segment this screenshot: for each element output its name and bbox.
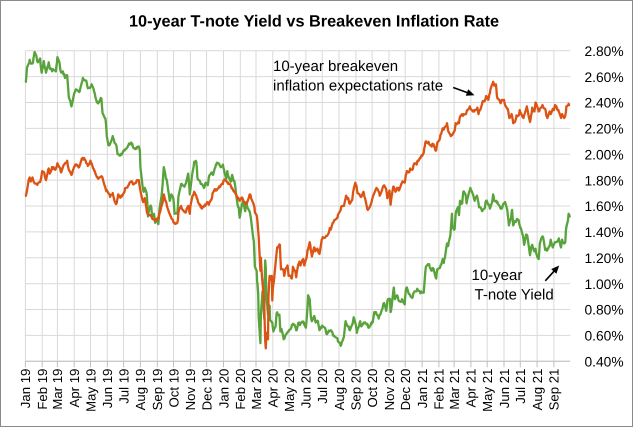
svg-text:Sep 19: Sep 19	[150, 369, 165, 411]
svg-text:10-year: 10-year	[472, 267, 523, 284]
svg-text:Jan 21: Jan 21	[415, 369, 430, 409]
svg-text:1.00%: 1.00%	[585, 277, 624, 292]
svg-text:Jul 19: Jul 19	[116, 369, 131, 404]
svg-text:2.40%: 2.40%	[585, 96, 624, 111]
svg-text:Nov 20: Nov 20	[382, 369, 397, 411]
svg-text:Jun 21: Jun 21	[497, 369, 512, 409]
svg-text:Feb 19: Feb 19	[35, 369, 50, 410]
svg-text:Apr 19: Apr 19	[67, 369, 82, 408]
svg-text:May 20: May 20	[282, 369, 297, 412]
svg-text:Dec 19: Dec 19	[199, 369, 214, 411]
svg-text:May 21: May 21	[480, 369, 495, 412]
svg-text:10-year breakeven: 10-year breakeven	[273, 58, 398, 75]
svg-text:Apr 20: Apr 20	[266, 369, 281, 408]
svg-text:10-year T-note Yield vs Breake: 10-year T-note Yield vs Breakeven Inflat…	[129, 12, 499, 30]
svg-text:1.20%: 1.20%	[585, 251, 624, 266]
svg-text:Feb 20: Feb 20	[233, 369, 248, 410]
svg-text:Oct 19: Oct 19	[166, 369, 181, 408]
svg-text:Dec 20: Dec 20	[398, 369, 413, 411]
svg-text:Jan 20: Jan 20	[216, 369, 231, 409]
svg-text:0.40%: 0.40%	[585, 355, 624, 370]
svg-text:Jan 19: Jan 19	[18, 369, 33, 409]
svg-text:1.80%: 1.80%	[585, 173, 624, 188]
svg-text:Feb 21: Feb 21	[432, 369, 447, 410]
svg-text:2.20%: 2.20%	[585, 122, 624, 137]
svg-text:Mar 20: Mar 20	[249, 369, 264, 410]
svg-text:Mar 21: Mar 21	[447, 369, 462, 410]
svg-text:Jun 19: Jun 19	[100, 369, 115, 409]
svg-text:1.40%: 1.40%	[585, 225, 624, 240]
svg-text:inflation expectations rate: inflation expectations rate	[273, 78, 443, 95]
svg-text:Sep 21: Sep 21	[547, 369, 562, 411]
svg-text:Sep 20: Sep 20	[349, 369, 364, 411]
svg-text:May 19: May 19	[83, 369, 98, 412]
svg-text:Aug 20: Aug 20	[332, 369, 347, 411]
svg-text:2.00%: 2.00%	[585, 147, 624, 162]
svg-text:T-note Yield: T-note Yield	[475, 286, 554, 303]
svg-text:Jun 20: Jun 20	[299, 369, 314, 409]
svg-text:Jul 20: Jul 20	[315, 369, 330, 404]
svg-text:Apr 21: Apr 21	[464, 369, 479, 408]
svg-text:Aug 21: Aug 21	[530, 369, 545, 411]
svg-text:Jul 21: Jul 21	[513, 369, 528, 404]
svg-text:2.60%: 2.60%	[585, 70, 624, 85]
svg-text:0.60%: 0.60%	[585, 329, 624, 344]
svg-text:Aug 19: Aug 19	[133, 369, 148, 411]
svg-text:2.80%: 2.80%	[585, 44, 624, 59]
svg-text:Oct 20: Oct 20	[365, 369, 380, 408]
svg-text:Nov 19: Nov 19	[183, 369, 198, 411]
svg-text:Mar 19: Mar 19	[50, 369, 65, 410]
svg-text:1.60%: 1.60%	[585, 199, 624, 214]
svg-text:0.80%: 0.80%	[585, 303, 624, 318]
